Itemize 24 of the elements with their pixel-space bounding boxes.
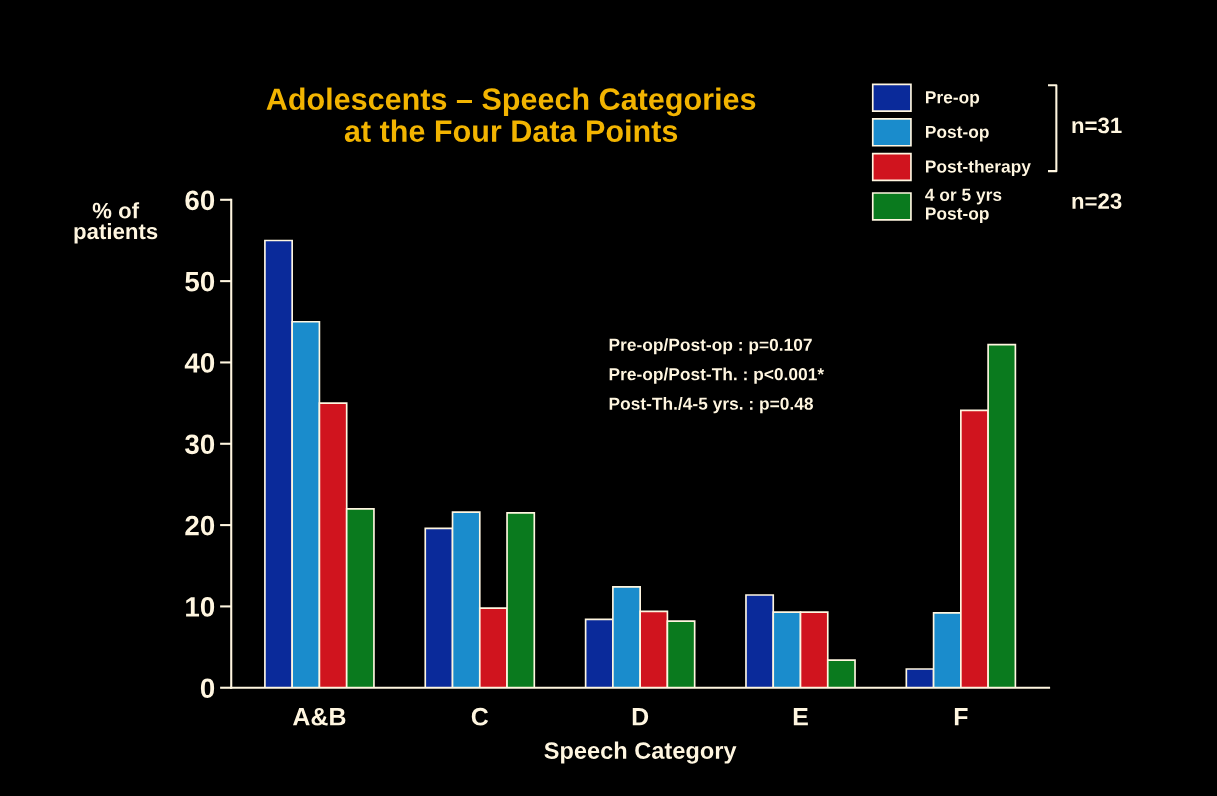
y-tick-label: 30 — [185, 434, 215, 455]
legend-label: Pre-op — [925, 91, 980, 107]
chart-title: Adolescents – Speech Categories at the Four Data Points — [266, 87, 756, 142]
x-tick-label: E — [793, 708, 808, 726]
y-tick-label: 50 — [185, 271, 215, 292]
x-tick-label: D — [632, 708, 649, 726]
x-axis-title: Speech Category — [544, 741, 737, 764]
y-tick-label: 60 — [185, 190, 215, 211]
legend-label: Post-therapy — [925, 159, 1031, 177]
text: n=31 — [1072, 117, 1122, 134]
y-tick-label: 10 — [186, 597, 215, 617]
x-tick-label: A&B — [292, 708, 346, 726]
legend-label: Post-op — [925, 125, 989, 142]
y-tick-label: 0 — [200, 678, 215, 699]
legend-label: 4 or 5 yrs Post-op — [925, 188, 1002, 224]
annotation: Pre-op/Post-Th. : p<0.001* — [609, 367, 825, 384]
y-tick-label: 40 — [184, 353, 215, 373]
annotation: Pre-op/Post-op : p=0.107 — [609, 338, 812, 355]
y-tick-label: 20 — [185, 515, 215, 536]
x-tick-label: C — [471, 707, 489, 726]
y-axis-title: % of patients — [74, 202, 158, 244]
text: n=23 — [1072, 193, 1122, 209]
x-tick-label: F — [954, 708, 968, 726]
annotation: Post-Th./4-5 yrs. : p=0.48 — [609, 397, 813, 414]
